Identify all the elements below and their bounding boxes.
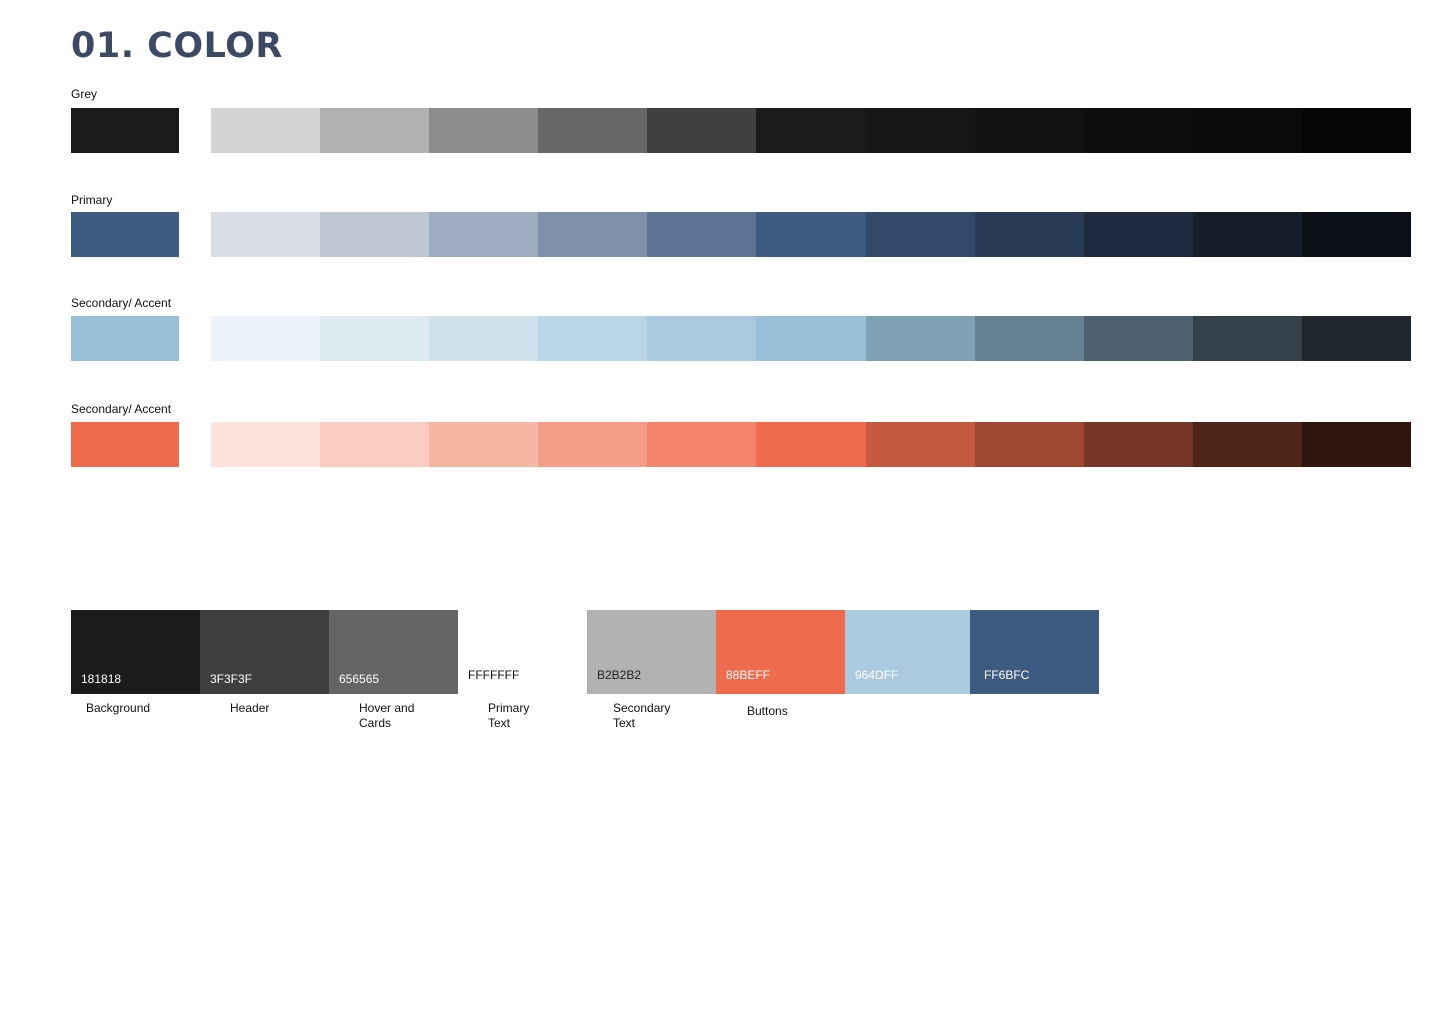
token-label-hover-cards: Hover and Cards bbox=[359, 701, 429, 731]
shade-swatch-1 bbox=[211, 422, 320, 467]
page-title: 01. COLOR bbox=[71, 26, 283, 66]
shade-swatch-8 bbox=[975, 316, 1084, 361]
shade-swatch-9 bbox=[1084, 422, 1193, 467]
shade-swatch-10 bbox=[1193, 422, 1302, 467]
token-hex: 656565 bbox=[339, 672, 379, 686]
ramp-label-primary: Primary bbox=[71, 193, 112, 207]
token-swatch-secondary-text: B2B2B2 bbox=[587, 610, 716, 694]
shade-swatch-8 bbox=[975, 422, 1084, 467]
token-label-background: Background bbox=[86, 701, 150, 716]
shade-swatch-9 bbox=[1084, 212, 1193, 257]
token-label-primary-text: Primary Text bbox=[488, 701, 538, 731]
shade-swatch-3 bbox=[429, 212, 538, 257]
shade-swatch-7 bbox=[866, 212, 975, 257]
token-hex: 964DFF bbox=[855, 668, 898, 682]
shade-swatch-2 bbox=[320, 108, 429, 153]
shade-swatch-8 bbox=[975, 212, 1084, 257]
shade-swatch-6 bbox=[756, 108, 865, 153]
shade-swatch-6 bbox=[756, 316, 865, 361]
token-swatch-header: 3F3F3F bbox=[200, 610, 329, 694]
shade-swatch-9 bbox=[1084, 316, 1193, 361]
shade-swatch-11 bbox=[1302, 212, 1411, 257]
shade-swatch-2 bbox=[320, 316, 429, 361]
ramp-strip-grey bbox=[211, 108, 1411, 153]
ramp-label-grey: Grey bbox=[71, 87, 97, 101]
shade-swatch-5 bbox=[647, 316, 756, 361]
token-swatch-background: 181818 bbox=[71, 610, 200, 694]
shade-swatch-1 bbox=[211, 212, 320, 257]
shade-swatch-1 bbox=[211, 316, 320, 361]
token-swatch-hover-cards: 656565 bbox=[329, 610, 458, 694]
token-swatches: 181818 3F3F3F 656565 FFFFFFF B2B2B2 88BE… bbox=[71, 610, 1099, 694]
token-swatch-buttons: 88BEFF bbox=[716, 610, 845, 694]
shade-swatch-4 bbox=[538, 108, 647, 153]
shade-swatch-10 bbox=[1193, 212, 1302, 257]
token-hex: 3F3F3F bbox=[210, 672, 252, 686]
shade-swatch-9 bbox=[1084, 108, 1193, 153]
token-label-header: Header bbox=[230, 701, 269, 716]
shade-swatch-7 bbox=[866, 316, 975, 361]
shade-swatch-11 bbox=[1302, 108, 1411, 153]
ramp-base-swatch-primary bbox=[71, 212, 179, 257]
token-hex: FF6BFC bbox=[984, 668, 1029, 682]
shade-swatch-10 bbox=[1193, 316, 1302, 361]
shade-swatch-5 bbox=[647, 212, 756, 257]
token-swatch-light-blue: 964DFF bbox=[845, 610, 970, 694]
shade-swatch-4 bbox=[538, 212, 647, 257]
shade-swatch-11 bbox=[1302, 422, 1411, 467]
shade-swatch-11 bbox=[1302, 316, 1411, 361]
shade-swatch-3 bbox=[429, 422, 538, 467]
shade-swatch-7 bbox=[866, 108, 975, 153]
token-hex: 88BEFF bbox=[726, 668, 770, 682]
shade-swatch-4 bbox=[538, 316, 647, 361]
token-hex: FFFFFFF bbox=[468, 668, 519, 682]
ramp-label-secondary-blue: Secondary/ Accent bbox=[71, 296, 171, 310]
token-hex: B2B2B2 bbox=[597, 668, 641, 682]
shade-swatch-10 bbox=[1193, 108, 1302, 153]
ramp-strip-secondary-blue bbox=[211, 316, 1411, 361]
shade-swatch-2 bbox=[320, 212, 429, 257]
shade-swatch-6 bbox=[756, 422, 865, 467]
shade-swatch-8 bbox=[975, 108, 1084, 153]
ramp-strip-primary bbox=[211, 212, 1411, 257]
ramp-label-secondary-orange: Secondary/ Accent bbox=[71, 402, 171, 416]
shade-swatch-5 bbox=[647, 422, 756, 467]
token-label-secondary-text: Secondary Text bbox=[613, 701, 683, 731]
token-swatch-navy: FF6BFC bbox=[970, 610, 1099, 694]
shade-swatch-1 bbox=[211, 108, 320, 153]
ramp-strip-secondary-orange bbox=[211, 422, 1411, 467]
shade-swatch-4 bbox=[538, 422, 647, 467]
shade-swatch-5 bbox=[647, 108, 756, 153]
shade-swatch-7 bbox=[866, 422, 975, 467]
shade-swatch-3 bbox=[429, 316, 538, 361]
shade-swatch-6 bbox=[756, 212, 865, 257]
shade-swatch-3 bbox=[429, 108, 538, 153]
ramp-base-swatch-secondary-blue bbox=[71, 316, 179, 361]
token-label-buttons: Buttons bbox=[747, 704, 788, 719]
token-hex: 181818 bbox=[81, 672, 121, 686]
shade-swatch-2 bbox=[320, 422, 429, 467]
ramp-base-swatch-secondary-orange bbox=[71, 422, 179, 467]
ramp-base-swatch-grey bbox=[71, 108, 179, 153]
token-swatch-primary-text: FFFFFFF bbox=[458, 610, 587, 694]
